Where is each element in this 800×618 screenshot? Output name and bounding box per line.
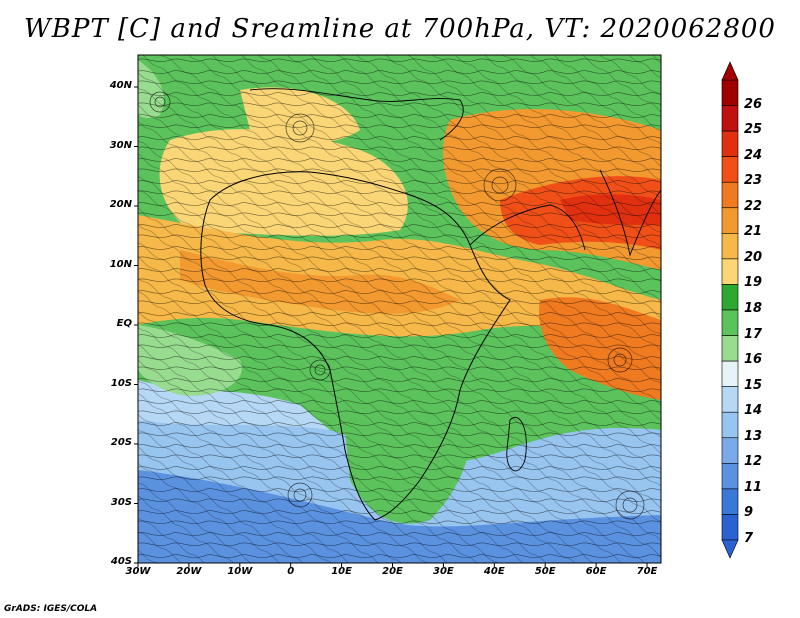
colorbar-swatch (721, 233, 739, 260)
colorbar-label: 23 (744, 173, 763, 189)
lat-label: 20N (109, 199, 132, 210)
coastline-africa (200, 171, 511, 521)
colorbar-swatch (721, 360, 739, 387)
colorbar-swatch (721, 79, 739, 106)
lat-label: 30S (110, 496, 132, 508)
plot-frame (137, 54, 662, 564)
colorbar-swatch (721, 437, 739, 464)
lon-label: 30W (125, 566, 151, 577)
colorbar-label: 22 (744, 198, 763, 214)
colorbar-label: 20 (744, 249, 763, 265)
lon-label: 10E (331, 566, 352, 577)
colorbar-swatch (721, 386, 739, 413)
colorbar-label: 9 (744, 505, 754, 521)
axis-ticks (134, 86, 648, 567)
coastline-madagascar (506, 417, 527, 472)
colorbar-swatch (721, 181, 739, 209)
lon-label: 20E (382, 566, 403, 577)
colorbar-swatch (721, 156, 739, 183)
lon-label: 40E (483, 566, 505, 577)
lat-label: 30N (109, 139, 132, 151)
colorbar-swatch (721, 130, 739, 157)
colorbar-swatch (721, 411, 739, 439)
colorbar (721, 61, 739, 559)
colorbar-swatch (721, 105, 739, 132)
colorbar-swatch (721, 284, 739, 311)
colorbar-swatch (721, 463, 739, 490)
lat-label: 40S (110, 556, 132, 567)
colorbar-swatch (721, 514, 739, 541)
colorbar-label: 13 (744, 428, 763, 444)
colorbar-top-arrow (721, 61, 739, 81)
lat-label: EQ (116, 318, 132, 329)
colorbar-label: 11 (744, 479, 763, 495)
grads-credit: GrADS: IGES/COLA (4, 604, 98, 614)
colorbar-label: 18 (744, 301, 763, 316)
eddy-markers (149, 91, 645, 520)
map-title: WBPT [C] and Sreamline at 700hPa, VT: 20… (24, 14, 776, 44)
lon-label: 10W (227, 566, 253, 577)
colorbar-label: 21 (744, 224, 763, 240)
lat-label: 10S (110, 377, 132, 389)
colorbar-label: 12 (744, 454, 763, 470)
coastline-india (599, 169, 661, 257)
colorbar-bottom-arrow (721, 539, 739, 559)
lon-label: 30E (433, 566, 454, 577)
colorbar-swatch (721, 335, 739, 362)
colorbar-label: 15 (744, 377, 763, 393)
lon-label: 70E (636, 566, 658, 577)
colorbar-label: 16 (744, 352, 763, 368)
colorbar-label: 19 (744, 275, 763, 291)
colorbar-label: 26 (744, 96, 763, 112)
coastline-arabia (469, 204, 586, 251)
lat-label: 40N (109, 80, 132, 91)
lat-label: 20S (110, 437, 132, 448)
colorbar-swatch (721, 258, 739, 285)
colorbar-label: 7 (744, 531, 754, 546)
colorbar-label: 14 (744, 403, 763, 419)
coastline-europe (249, 88, 464, 141)
colorbar-label: 17 (744, 326, 763, 342)
lon-label: 20W (176, 566, 202, 577)
streamlines-overlay-2 (138, 55, 661, 563)
colorbar-swatch (721, 309, 739, 336)
colorbar-label: 25 (744, 122, 763, 138)
lon-label: 60E (585, 566, 607, 577)
colorbar-swatch (721, 488, 739, 515)
colorbar-swatch (721, 207, 739, 234)
lon-label: 0 (287, 566, 295, 577)
colorbar-label: 24 (744, 147, 763, 163)
lat-label: 10N (109, 258, 132, 270)
lon-label: 50E (534, 566, 556, 577)
